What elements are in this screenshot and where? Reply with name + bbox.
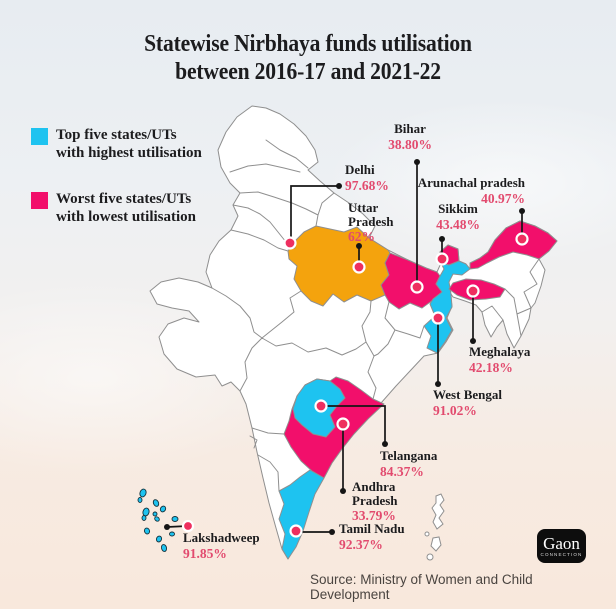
state-tamil-nadu: [278, 469, 325, 560]
lakshadweep-islands: [137, 488, 179, 552]
legend-item-top-five: Top five states/UTs with highest utilisa…: [31, 126, 202, 162]
legend-swatch-worst-five-icon: [31, 192, 48, 209]
legend: Top five states/UTs with highest utilisa…: [31, 126, 202, 254]
label-bihar: Bihar 38.80%: [388, 121, 432, 152]
page-title: Statewise Nirbhaya funds utilisation bet…: [31, 30, 585, 86]
label-arunachal-pradesh: Arunachal pradesh 40.97%: [417, 175, 525, 206]
legend-label-top-five: Top five states/UTs with highest utilisa…: [56, 127, 202, 161]
state-arunachal-pradesh: [469, 220, 558, 270]
marker-telangana: [314, 399, 328, 413]
legend-swatch-top-five-icon: [31, 128, 48, 145]
marker-meghalaya: [466, 284, 480, 298]
label-andhra-pradesh: Andhra Pradesh 33.79%: [352, 479, 398, 523]
label-tamil-nadu: Tamil Nadu 92.37%: [339, 521, 405, 552]
state-bihar: [380, 252, 443, 310]
label-dots: [164, 159, 525, 535]
leader-telangana: [321, 405, 386, 444]
state-west-bengal: [423, 260, 471, 354]
label-sikkim: Sikkim 43.48%: [436, 201, 480, 232]
marker-uttar-pradesh: [352, 260, 366, 274]
marker-lakshadweep: [181, 519, 195, 533]
marker-sikkim: [435, 252, 449, 266]
andaman-nicobar-islands: [424, 493, 445, 561]
logo-text: Gaon: [543, 533, 580, 553]
marker-andhra-pradesh: [336, 417, 350, 431]
state-boundaries: [211, 139, 540, 492]
leader-delhi: [290, 185, 339, 243]
state-markers: [181, 232, 529, 538]
logo-subtext: CONNECTION: [540, 551, 583, 557]
marker-tamil-nadu: [289, 524, 303, 538]
label-meghalaya: Meghalaya 42.18%: [469, 344, 531, 375]
marker-arunachal-pradesh: [515, 232, 529, 246]
legend-item-worst-five: Worst five states/UTs with lowest utilis…: [31, 190, 202, 226]
marker-bihar: [410, 280, 424, 294]
title-line-1: Statewise Nirbhaya funds utilisation: [144, 31, 472, 57]
marker-delhi: [283, 236, 297, 250]
label-uttar-pradesh: Uttar Pradesh 62%: [348, 200, 394, 244]
marker-west-bengal: [431, 311, 445, 325]
title-line-2: between 2016-17 and 2021-22: [175, 59, 441, 85]
gaon-connection-logo: Gaon CONNECTION: [537, 529, 586, 563]
source-credit: Source: Ministry of Women and Child Deve…: [310, 572, 533, 602]
label-west-bengal: West Bengal 91.02%: [433, 387, 502, 418]
label-lakshadweep: Lakshadweep 91.85%: [183, 530, 260, 561]
label-delhi: Delhi 97.68%: [345, 162, 389, 193]
leader-lines: [166, 162, 523, 533]
label-telangana: Telangana 84.37%: [380, 448, 438, 479]
legend-label-worst-five: Worst five states/UTs with lowest utilis…: [56, 191, 197, 225]
